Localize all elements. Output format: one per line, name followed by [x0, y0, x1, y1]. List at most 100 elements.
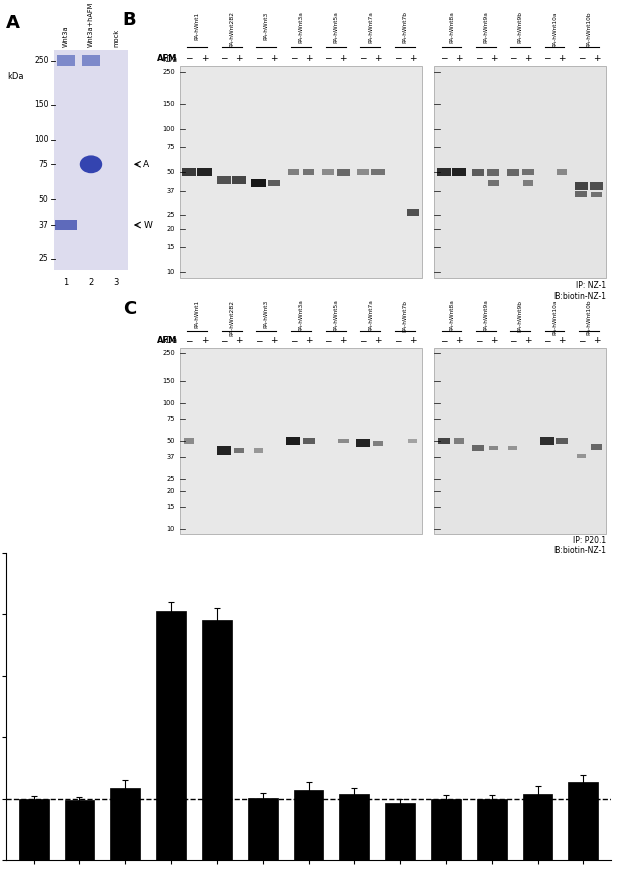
Bar — [431, 799, 461, 860]
Text: kDa: kDa — [7, 72, 24, 81]
Bar — [473, 445, 484, 451]
Text: +: + — [490, 336, 497, 345]
Text: PA-hWnt1: PA-hWnt1 — [194, 300, 199, 328]
Bar — [574, 182, 588, 190]
Text: 15: 15 — [167, 244, 175, 250]
Text: +: + — [524, 336, 531, 345]
Text: −: − — [394, 54, 401, 63]
Bar — [489, 446, 498, 450]
Bar — [248, 798, 278, 860]
Bar — [82, 56, 100, 66]
Text: −: − — [359, 336, 366, 345]
Text: +: + — [455, 54, 463, 63]
Text: PA-hWnt10b: PA-hWnt10b — [586, 300, 592, 335]
Bar — [568, 781, 598, 860]
Text: PA-hWnt1: PA-hWnt1 — [194, 11, 199, 40]
Bar — [487, 169, 499, 176]
Text: kDa: kDa — [162, 55, 177, 63]
Text: 10: 10 — [167, 527, 175, 532]
Text: PA-hWnt3: PA-hWnt3 — [264, 11, 269, 40]
Text: +: + — [201, 54, 209, 63]
Text: W: W — [143, 221, 152, 229]
Bar — [576, 191, 587, 197]
Bar — [355, 440, 370, 447]
Bar — [54, 50, 128, 269]
Bar — [322, 169, 334, 176]
Text: +: + — [409, 336, 416, 345]
Text: +: + — [305, 54, 312, 63]
Ellipse shape — [80, 156, 102, 173]
Text: −: − — [325, 336, 332, 345]
Text: PA-hWnt9b: PA-hWnt9b — [518, 11, 523, 43]
Bar — [217, 447, 231, 454]
Text: C: C — [123, 300, 136, 317]
Bar — [590, 192, 602, 197]
Text: kDa: kDa — [162, 336, 177, 346]
Text: +: + — [490, 54, 497, 63]
Text: IB:biotin-NZ-1: IB:biotin-NZ-1 — [553, 546, 606, 555]
Text: 37: 37 — [167, 454, 175, 461]
Text: −: − — [186, 336, 193, 345]
Bar — [477, 799, 507, 860]
Bar — [434, 66, 606, 278]
Bar — [197, 168, 212, 176]
Bar — [523, 180, 533, 186]
Text: 37: 37 — [39, 221, 49, 229]
Text: PA-hWnt9a: PA-hWnt9a — [483, 300, 488, 331]
Text: 250: 250 — [162, 349, 175, 355]
Text: 150: 150 — [162, 378, 175, 384]
Text: 20: 20 — [167, 488, 175, 494]
Bar — [254, 448, 263, 453]
Bar — [590, 182, 603, 189]
Text: +: + — [270, 336, 278, 345]
Text: +: + — [409, 54, 416, 63]
Text: IB:biotin-NZ-1: IB:biotin-NZ-1 — [553, 292, 606, 301]
Text: −: − — [220, 54, 228, 63]
Bar — [371, 169, 384, 176]
Text: 25: 25 — [167, 212, 175, 218]
Text: 100: 100 — [34, 135, 49, 144]
Text: PA-hWnt2B2: PA-hWnt2B2 — [229, 300, 234, 335]
Bar — [522, 169, 534, 176]
Text: IP: NZ-1: IP: NZ-1 — [576, 281, 606, 289]
Bar — [452, 168, 466, 176]
Bar — [488, 180, 499, 186]
Text: AFM: AFM — [157, 54, 177, 63]
Text: −: − — [325, 54, 332, 63]
Text: +: + — [524, 54, 531, 63]
Text: PA-hWnt2B2: PA-hWnt2B2 — [229, 11, 234, 48]
Bar — [180, 348, 423, 534]
Text: PA-hWnt10b: PA-hWnt10b — [586, 11, 592, 47]
Bar — [19, 799, 49, 860]
Bar — [156, 611, 186, 860]
Text: PA-hWnt10a: PA-hWnt10a — [552, 300, 557, 335]
Text: PA-hWnt3a: PA-hWnt3a — [299, 300, 304, 331]
Text: PA-hWnt7b: PA-hWnt7b — [402, 11, 408, 43]
Text: −: − — [220, 336, 228, 345]
Bar — [408, 439, 417, 443]
Bar — [385, 803, 415, 860]
Text: 3: 3 — [114, 278, 118, 287]
Bar — [438, 438, 450, 444]
Text: B: B — [123, 11, 136, 30]
Text: 2: 2 — [88, 278, 94, 287]
Bar — [357, 169, 369, 175]
Text: PA-hWnt7b: PA-hWnt7b — [402, 300, 408, 332]
Text: +: + — [375, 54, 382, 63]
Bar — [234, 448, 244, 454]
Bar — [407, 209, 419, 216]
Text: A: A — [143, 160, 149, 169]
Text: A: A — [6, 14, 20, 32]
Bar — [217, 176, 231, 184]
Text: PA-hWnt10a: PA-hWnt10a — [552, 11, 557, 47]
Text: Wnt3a+hAFM: Wnt3a+hAFM — [88, 2, 94, 47]
Bar — [437, 168, 451, 176]
Text: 25: 25 — [39, 254, 49, 263]
Text: +: + — [270, 54, 278, 63]
Bar — [182, 168, 196, 176]
Bar — [286, 437, 300, 445]
Text: −: − — [289, 54, 297, 63]
Text: 20: 20 — [167, 226, 175, 232]
Text: 50: 50 — [167, 169, 175, 176]
Text: +: + — [339, 54, 347, 63]
